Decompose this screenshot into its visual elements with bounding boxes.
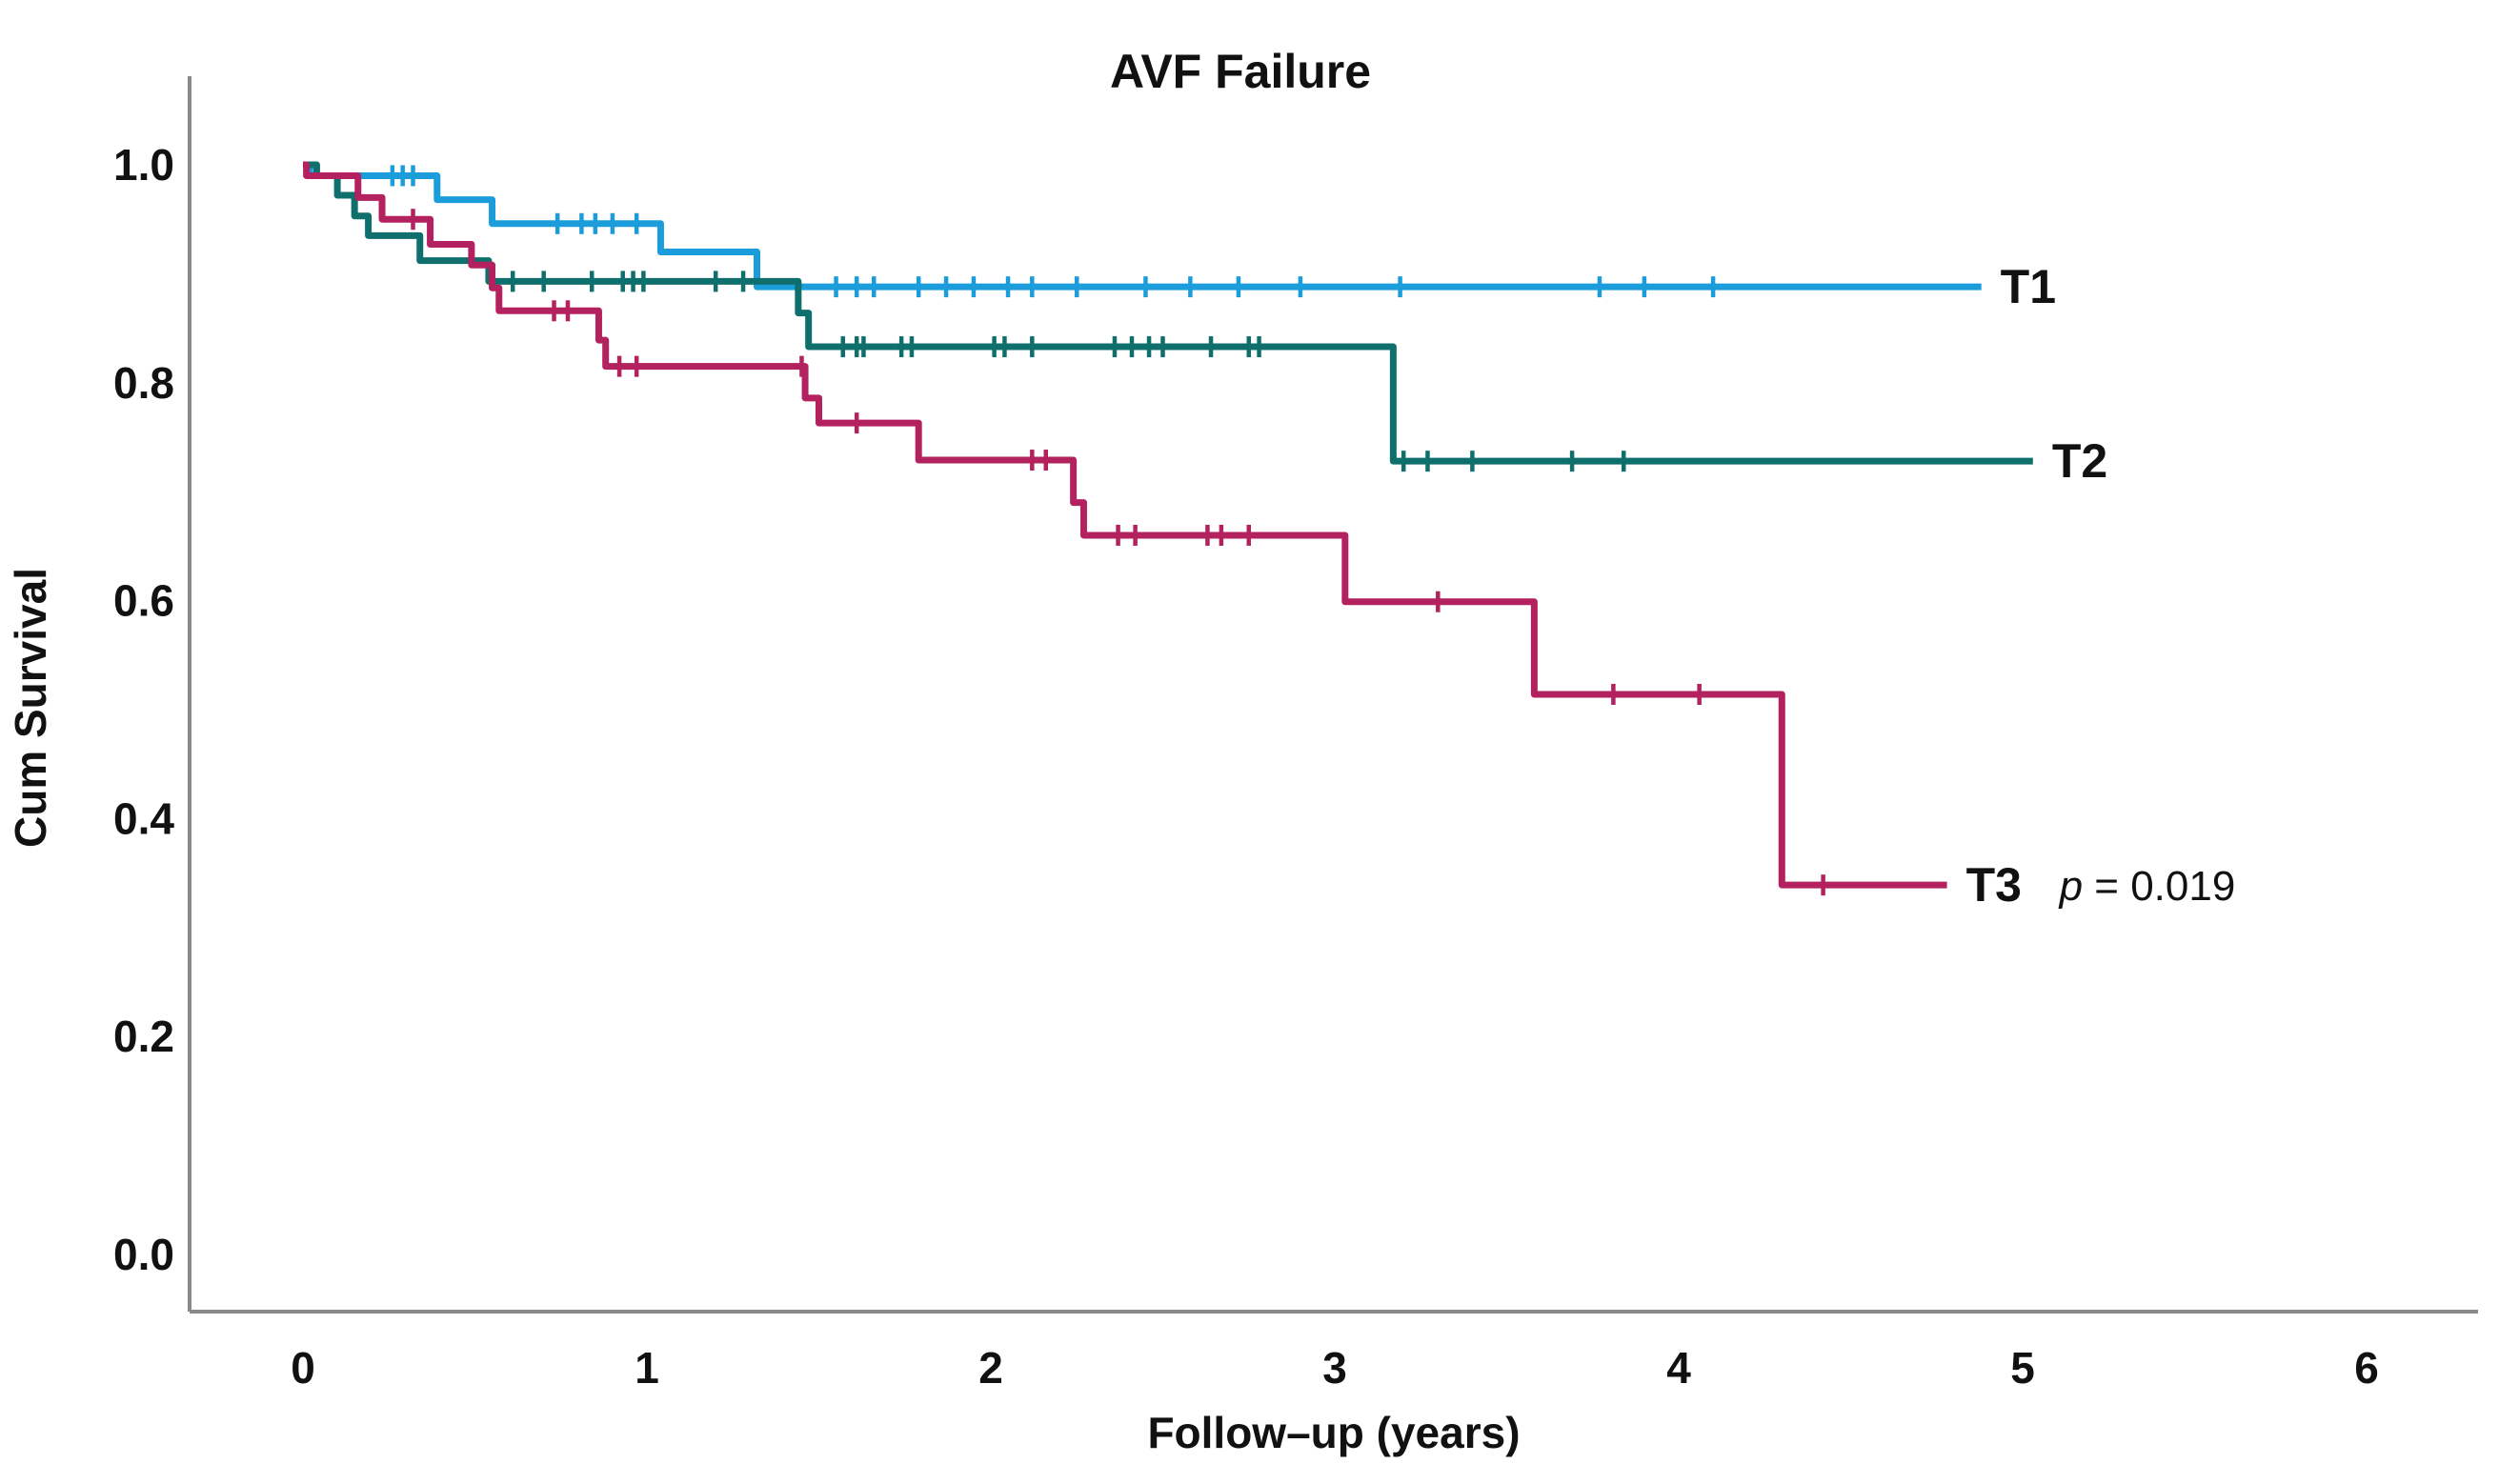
x-tick-label: 0 [291,1343,315,1393]
chart-title: AVF Failure [1110,45,1371,98]
x-tick-label: 4 [1666,1343,1691,1393]
series-label-T3: T3 [1966,858,2022,912]
survival-curve-T1 [303,161,1982,291]
series-label-T2: T2 [2052,434,2107,488]
y-tick-label: 0.6 [113,576,174,626]
survival-curves [303,161,2033,896]
axis-tick-labels: 0 1 2 3 4 5 6 1.0 0.8 0.6 0.4 0.2 0.0 [113,140,2379,1393]
series-label-T1: T1 [2001,260,2056,313]
x-tick-label: 2 [978,1343,1003,1393]
y-tick-label: 0.0 [113,1230,174,1279]
y-axis-title: Cum Survival [6,568,55,848]
y-tick-label: 0.8 [113,358,174,408]
survival-curve-T3 [303,161,1947,889]
x-tick-label: 1 [635,1343,659,1393]
x-tick-label: 6 [2354,1343,2379,1393]
x-axis-title: Follow–up (years) [1147,1408,1520,1457]
x-tick-label: 5 [2010,1343,2035,1393]
y-tick-label: 0.4 [113,793,174,843]
p-value-annotation: p = 0.019 [2058,863,2236,910]
series-end-labels: T1 T2 T3 p = 0.019 [1966,260,2236,912]
y-tick-label: 0.2 [113,1012,174,1061]
y-tick-label: 1.0 [113,140,174,190]
x-tick-label: 3 [1322,1343,1347,1393]
